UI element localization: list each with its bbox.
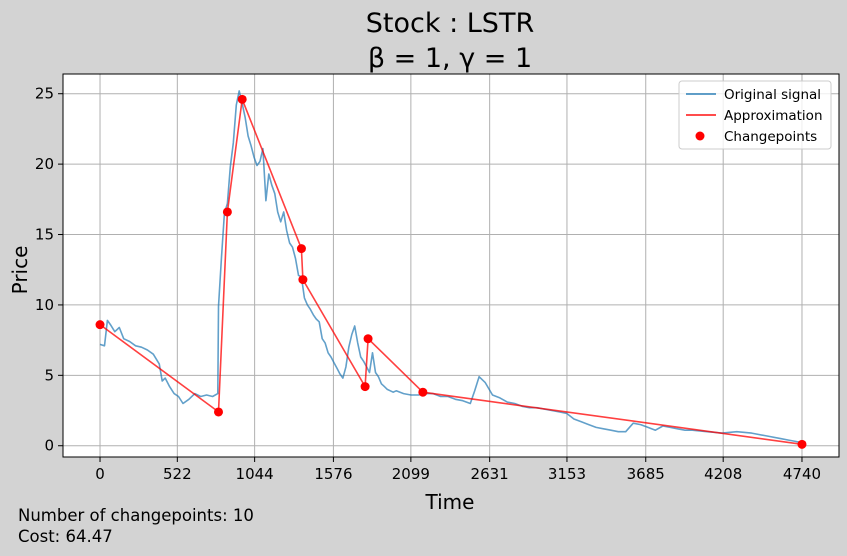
y-tick-label: 25 xyxy=(35,85,54,103)
y-tick-label: 5 xyxy=(44,366,54,384)
chart-subtitle: β = 1, γ = 1 xyxy=(368,43,532,74)
y-tick-label: 20 xyxy=(35,155,54,173)
changepoint-marker xyxy=(296,244,306,254)
cost-value: Cost: 64.47 xyxy=(18,527,113,546)
x-tick-label: 1044 xyxy=(236,465,274,483)
signal-line xyxy=(99,90,803,444)
y-axis-label: Price xyxy=(8,246,32,295)
changepoint-marker xyxy=(360,382,370,392)
legend-changepoints-marker xyxy=(695,131,705,141)
legend-box xyxy=(678,80,832,150)
x-tick-label: 4208 xyxy=(704,465,742,483)
changepoint-marker xyxy=(797,439,807,449)
y-tick-label: 15 xyxy=(35,226,54,244)
changepoint-marker xyxy=(213,407,223,417)
changepoint-marker xyxy=(222,207,232,217)
changepoints-count: Number of changepoints: 10 xyxy=(18,506,254,525)
x-tick-label: 0 xyxy=(95,465,105,483)
y-tick-label: 10 xyxy=(35,296,54,314)
x-tick-label: 1576 xyxy=(314,465,352,483)
changepoint-marker xyxy=(298,275,308,285)
chart-title: Stock : LSTR xyxy=(366,8,534,39)
changepoint-marker xyxy=(418,387,428,397)
changepoint-marker xyxy=(363,334,373,344)
changepoint-marker xyxy=(95,320,105,330)
x-tick-label: 2631 xyxy=(471,465,509,483)
x-tick-label: 3153 xyxy=(548,465,586,483)
approximation-line xyxy=(99,96,803,446)
legend-approximation-label: Approximation xyxy=(724,108,823,124)
legend-changepoints-label: Changepoints xyxy=(724,129,817,145)
x-tick-label: 2099 xyxy=(392,465,430,483)
x-tick-label: 3685 xyxy=(627,465,665,483)
y-tick-label: 0 xyxy=(44,437,54,455)
legend: Original signal Approximation Changepoin… xyxy=(678,80,832,150)
plot-frame xyxy=(62,73,840,458)
legend-signal-label: Original signal xyxy=(724,87,821,103)
x-tick-label: 522 xyxy=(163,465,192,483)
x-axis-label: Time xyxy=(425,490,475,514)
changepoint-marker xyxy=(237,94,247,104)
x-tick-label: 4740 xyxy=(783,465,821,483)
